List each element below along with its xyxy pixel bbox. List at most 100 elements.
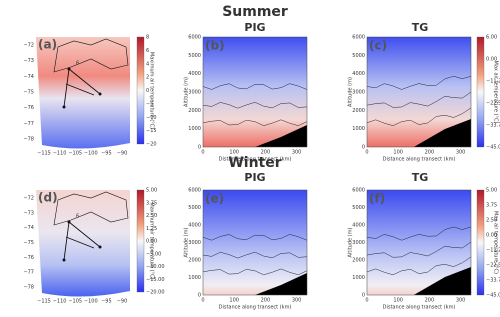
map-y-tick-label: −74 bbox=[23, 225, 34, 231]
map-x-tick-label: −100 bbox=[84, 151, 98, 157]
pig-title: PIG bbox=[244, 171, 265, 184]
isotherm bbox=[202, 234, 308, 241]
y-tick-label: 3000 bbox=[352, 240, 365, 246]
y-tick-label: 2000 bbox=[188, 108, 201, 114]
transect-end bbox=[62, 105, 66, 109]
contour-label: 6 bbox=[76, 61, 79, 67]
map-y-tick-label: −78 bbox=[23, 285, 34, 291]
tg-title: TG bbox=[412, 21, 429, 34]
panel-label: (f) bbox=[369, 192, 385, 206]
map-x-tick-label: −115 bbox=[37, 151, 51, 157]
y-tick-label: 4000 bbox=[188, 71, 201, 77]
map-x-tick-label: −95 bbox=[101, 299, 112, 305]
terrain bbox=[413, 267, 471, 295]
colorbar-tick-label: 0 bbox=[146, 88, 149, 94]
y-tick-label: 3000 bbox=[188, 240, 201, 246]
y-tick-label: 0 bbox=[362, 293, 365, 299]
x-tick-label: 200 bbox=[261, 150, 271, 156]
colorbar-tick-label: 2 bbox=[146, 75, 149, 81]
isotherm bbox=[202, 83, 308, 90]
terrain bbox=[255, 125, 307, 147]
colorbar-tick-label: 1.25 bbox=[146, 226, 157, 232]
colorbar-tick-label: −15.00 bbox=[146, 277, 165, 283]
y-tick-label: 3000 bbox=[188, 90, 201, 96]
x-tick-label: 300 bbox=[292, 298, 302, 304]
x-tick-label: 200 bbox=[261, 298, 271, 304]
isotherm bbox=[366, 226, 472, 241]
colorbar-tick-label: 4 bbox=[146, 61, 149, 67]
y-tick-label: 5000 bbox=[188, 53, 201, 59]
colorbar-tick-label: 6 bbox=[146, 48, 149, 54]
y-axis-label: Altitude (m) bbox=[348, 228, 354, 258]
map-y-tick-label: −72 bbox=[23, 196, 34, 202]
x-tick-label: 0 bbox=[201, 298, 204, 304]
isotherm bbox=[366, 107, 472, 126]
x-tick-label: 200 bbox=[425, 150, 435, 156]
colorbar-tick-label: −33.75 bbox=[486, 278, 500, 284]
map-y-tick-label: −77 bbox=[23, 270, 34, 276]
map-x-tick-label: −100 bbox=[84, 299, 98, 305]
isotherm bbox=[366, 75, 472, 90]
transect-end bbox=[67, 220, 71, 224]
x-tick-label: 0 bbox=[365, 150, 368, 156]
colorbar-tick-label: −20 bbox=[146, 142, 157, 148]
map-x-tick-label: −105 bbox=[68, 299, 82, 305]
colorbar-tick-label: 8 bbox=[146, 35, 149, 41]
y-tick-label: 1000 bbox=[352, 275, 365, 281]
map-y-tick-label: −77 bbox=[23, 121, 34, 127]
colorbar-tick-label: −5 bbox=[146, 101, 153, 107]
colorbar-tick-label: 5.00 bbox=[486, 188, 497, 194]
map-field bbox=[36, 37, 130, 149]
contour-label: 6 bbox=[76, 214, 79, 220]
pig-title: PIG bbox=[244, 21, 265, 34]
x-tick-label: 0 bbox=[201, 150, 204, 156]
colorbar-tick-label: −11.25 bbox=[486, 248, 500, 254]
isotherm bbox=[202, 101, 308, 109]
y-tick-label: 5000 bbox=[352, 53, 365, 59]
colorbar-tick-label: 6.00 bbox=[486, 35, 497, 41]
transect-end bbox=[98, 245, 102, 249]
y-tick-label: 4000 bbox=[352, 71, 365, 77]
tg-title: TG bbox=[412, 171, 429, 184]
isotherm bbox=[202, 119, 308, 126]
map-y-tick-label: −73 bbox=[23, 210, 34, 216]
colorbar-tick-label: 3.75 bbox=[486, 203, 497, 209]
map-y-tick-label: −78 bbox=[23, 137, 34, 143]
y-tick-label: 6000 bbox=[352, 188, 365, 194]
map-y-tick-label: −75 bbox=[23, 240, 34, 246]
map-y-tick-label: −76 bbox=[23, 255, 34, 261]
section-title: Winter bbox=[228, 155, 281, 171]
panel-label: (e) bbox=[205, 192, 224, 206]
isotherm bbox=[366, 241, 472, 258]
y-tick-label: 1000 bbox=[188, 275, 201, 281]
map-x-tick-label: −110 bbox=[53, 151, 67, 157]
x-tick-label: 100 bbox=[229, 298, 239, 304]
colorbar-tick-label: 0.00 bbox=[486, 233, 497, 239]
colorbar-tick-label: 5.00 bbox=[146, 188, 157, 194]
colorbar-tick-label: −33.75 bbox=[486, 123, 500, 129]
y-tick-label: 4000 bbox=[188, 223, 201, 229]
colorbar-tick-label: −45.00 bbox=[486, 293, 500, 299]
map-x-tick-label: −90 bbox=[117, 299, 128, 305]
x-axis-label: Distance along transect (km) bbox=[219, 157, 292, 163]
terrain bbox=[413, 119, 471, 147]
coastline bbox=[53, 191, 129, 226]
x-tick-label: 100 bbox=[393, 150, 403, 156]
colorbar-label: Maximum air temperature (°C) bbox=[149, 52, 155, 129]
map-y-tick-label: −75 bbox=[23, 90, 34, 96]
colorbar-tick-label: −10 bbox=[146, 115, 157, 121]
map-x-tick-label: −110 bbox=[53, 299, 67, 305]
colorbar-tick-label: −20.00 bbox=[146, 290, 165, 296]
x-tick-label: 300 bbox=[456, 150, 466, 156]
y-axis-label: Altitude (m) bbox=[184, 77, 190, 107]
colorbar-tick-label: 2.50 bbox=[146, 213, 157, 219]
y-tick-label: 2000 bbox=[352, 108, 365, 114]
colorbar-label: Max air temperature (°C) bbox=[493, 61, 499, 124]
colorbar bbox=[136, 36, 145, 145]
y-tick-label: 0 bbox=[362, 145, 365, 151]
x-tick-label: 300 bbox=[292, 150, 302, 156]
colorbar-tick-label: −11.25 bbox=[486, 79, 500, 85]
y-tick-label: 0 bbox=[198, 293, 201, 299]
y-tick-label: 4000 bbox=[352, 223, 365, 229]
